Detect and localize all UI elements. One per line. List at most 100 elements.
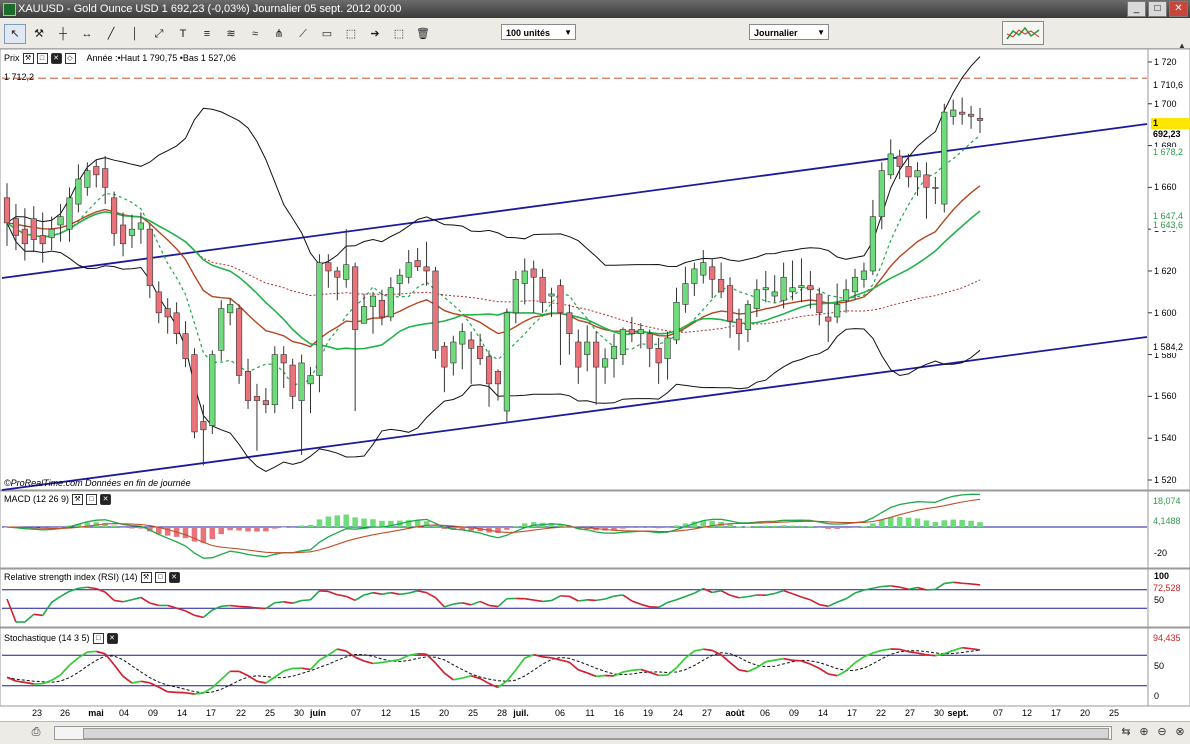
toolbar: ↖ ⚒ ┼ ↔ ╱ │ ⤢ T ≡ ≋ ≈ ⋔ ⟋ ▭ ⬚ ➔ ⬚ 🗑 100 … <box>0 18 1190 49</box>
x-axis-tick: 22 <box>236 708 246 718</box>
shape-icon[interactable]: ⬚ <box>340 24 362 44</box>
maximize-button[interactable]: □ <box>1148 1 1167 17</box>
candle-body <box>111 198 117 234</box>
x-axis-tick: 17 <box>847 708 857 718</box>
macd-histogram-bar <box>933 522 939 527</box>
ray-icon[interactable]: ⤢ <box>148 24 170 44</box>
macd-histogram-bar <box>629 527 635 528</box>
ma-green-tag: 1 643,6 <box>1151 220 1185 231</box>
segment-icon[interactable]: ↔ <box>76 24 98 44</box>
candle-body <box>192 355 198 432</box>
candle-body <box>317 263 323 376</box>
candle-body <box>834 304 840 317</box>
macd-panel-header: MACD (12 26 9) ⚒ □ ✕ <box>4 493 111 505</box>
bottom-bar: ⎙ ▸ ⇆ ⊕ ⊖ ⊗ <box>0 721 1190 744</box>
wrench-icon[interactable]: ⚒ <box>141 572 152 583</box>
wrench-tool-icon[interactable]: ⚒ <box>28 24 50 44</box>
close-icon[interactable]: ✕ <box>107 633 118 644</box>
candle-body <box>638 330 644 334</box>
x-axis-tick: 06 <box>760 708 770 718</box>
timeframe-select[interactable]: Journalier▼ <box>749 24 829 40</box>
x-axis-tick: 07 <box>351 708 361 718</box>
macd-histogram-bar <box>165 527 171 536</box>
print-icon[interactable]: ⎙ <box>28 725 44 740</box>
candle-body <box>415 261 421 267</box>
candle-body <box>522 271 528 284</box>
candle-body <box>370 296 376 306</box>
candle-body <box>629 330 635 334</box>
candle-body <box>692 269 698 284</box>
wrench-icon[interactable]: ⚒ <box>23 53 34 64</box>
x-axis-tick: 15 <box>410 708 420 718</box>
fan-icon[interactable]: ≈ <box>244 24 266 44</box>
macd-histogram-bar <box>656 527 662 528</box>
paint-icon[interactable]: ⬚ <box>388 24 410 44</box>
window-icon[interactable]: □ <box>155 572 166 583</box>
scroll-thumb[interactable] <box>83 728 1109 739</box>
candle-body <box>486 357 492 384</box>
candle-body <box>727 286 733 322</box>
window-icon[interactable]: □ <box>37 53 48 64</box>
timeframe-value: Journalier <box>754 28 798 38</box>
macd-histogram-bar <box>763 526 769 527</box>
rsi-segment <box>614 595 623 596</box>
rectangle-icon[interactable]: ▭ <box>316 24 338 44</box>
trash-icon[interactable]: 🗑 <box>412 24 434 44</box>
x-axis-tick: juin <box>310 708 326 718</box>
scroll-right-icon[interactable]: ⇆ <box>1118 725 1134 740</box>
macd-histogram-bar <box>236 527 242 531</box>
arrow-icon[interactable]: ➔ <box>364 24 386 44</box>
app-icon <box>3 3 16 16</box>
zigzag-icon[interactable]: ≋ <box>220 24 242 44</box>
fit-icon[interactable]: ⊗ <box>1172 725 1188 740</box>
window-icon[interactable]: □ <box>86 494 97 505</box>
vertical-line-icon[interactable]: │ <box>124 24 146 44</box>
horizontal-line-icon[interactable]: ┼ <box>52 24 74 44</box>
macd-histogram-bar <box>790 526 796 527</box>
candle-body <box>40 235 46 243</box>
pointer-tool-icon[interactable]: ↖ <box>4 24 26 44</box>
zoom-out-icon[interactable]: ⊖ <box>1154 725 1170 740</box>
close-button[interactable]: ✕ <box>1169 1 1188 17</box>
pitchfork-icon[interactable]: ⋔ <box>268 24 290 44</box>
candle-body <box>352 267 358 330</box>
rsi-segment <box>302 600 311 601</box>
x-axis-tick: 04 <box>119 708 129 718</box>
candle-body <box>308 375 314 383</box>
text-tool-icon[interactable]: T <box>172 24 194 44</box>
close-icon[interactable]: ✕ <box>51 53 62 64</box>
candle-body <box>772 292 778 296</box>
close-icon[interactable]: ✕ <box>169 572 180 583</box>
panel-backgrounds <box>0 49 1190 706</box>
settings-icon[interactable]: ◇ <box>65 53 76 64</box>
time-scrollbar[interactable] <box>54 726 1112 740</box>
price-y-tick: 1 540 <box>1154 433 1177 443</box>
zoom-in-icon[interactable]: ⊕ <box>1136 725 1152 740</box>
fibonacci-icon[interactable]: ≡ <box>196 24 218 44</box>
watermark: ©ProRealTime.com Données en fin de journ… <box>4 478 191 489</box>
rsi-tag: 72,528 <box>1151 583 1183 594</box>
rsi-panel-name: Relative strength index (RSI) (14) <box>4 572 138 582</box>
x-axis-tick: 11 <box>585 708 594 718</box>
rsi-segment <box>882 586 891 587</box>
quantity-select[interactable]: 100 unités▼ <box>501 24 576 40</box>
indicators-icon[interactable] <box>1002 21 1044 45</box>
candle-body <box>468 340 474 348</box>
chart-area[interactable] <box>0 48 1190 721</box>
wrench-icon[interactable]: ⚒ <box>72 494 83 505</box>
macd-histogram-bar <box>754 526 760 527</box>
stoch-k-segment <box>87 651 96 652</box>
stoch-k-segment <box>168 692 177 693</box>
channel-icon[interactable]: ⟋ <box>292 24 314 44</box>
candle-body <box>531 269 537 277</box>
price-panel-header: Prix ⚒ □ ✕ ◇ Année :•Haut 1 790,75 •Bas … <box>4 52 236 64</box>
candle-body <box>85 171 91 188</box>
candle-body <box>593 342 599 367</box>
window-icon[interactable]: □ <box>93 633 104 644</box>
bb-low-tag: 1 584,2 <box>1151 342 1185 353</box>
candle-body <box>290 365 296 396</box>
trend-line-icon[interactable]: ╱ <box>100 24 122 44</box>
minimize-button[interactable]: _ <box>1127 1 1146 17</box>
candle-body <box>656 348 662 363</box>
close-icon[interactable]: ✕ <box>100 494 111 505</box>
